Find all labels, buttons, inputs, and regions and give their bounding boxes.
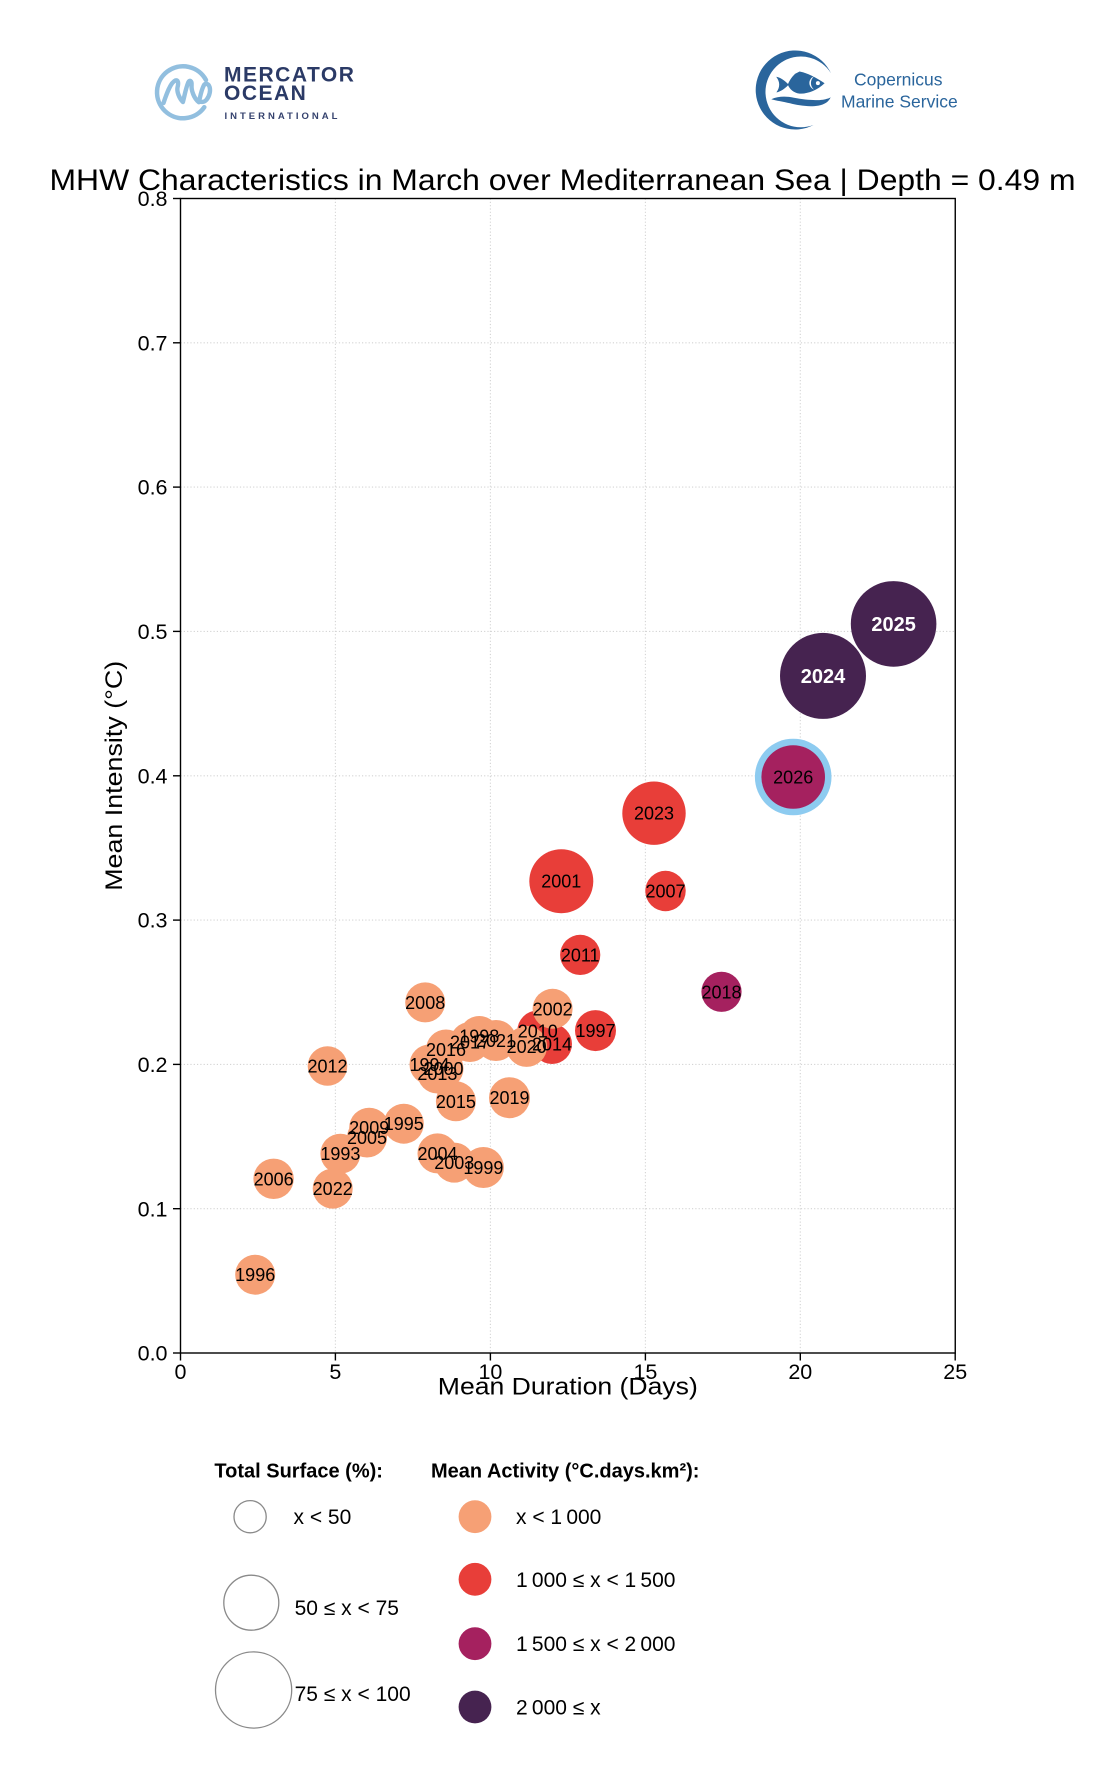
svg-text:Mean Activity (°C.days.km²):: Mean Activity (°C.days.km²):	[431, 1461, 699, 1483]
svg-text:2010: 2010	[518, 1022, 558, 1042]
svg-text:2 000 ≤ x: 2 000 ≤ x	[516, 1697, 601, 1720]
svg-text:2009: 2009	[349, 1118, 389, 1138]
svg-text:2007: 2007	[645, 882, 685, 902]
svg-text:0.8: 0.8	[138, 187, 168, 211]
svg-text:2019: 2019	[489, 1088, 529, 1108]
svg-text:1995: 1995	[384, 1114, 424, 1134]
svg-text:1999: 1999	[463, 1158, 503, 1178]
svg-text:1997: 1997	[575, 1021, 615, 1041]
svg-text:2001: 2001	[541, 872, 581, 892]
svg-text:50 ≤ x < 75: 50 ≤ x < 75	[295, 1597, 399, 1620]
svg-text:2000: 2000	[423, 1059, 463, 1079]
svg-text:1996: 1996	[235, 1265, 275, 1285]
svg-text:20: 20	[788, 1360, 812, 1384]
svg-text:2008: 2008	[405, 993, 445, 1013]
svg-text:2018: 2018	[701, 982, 741, 1002]
svg-text:10: 10	[478, 1360, 502, 1384]
svg-text:Mean Duration (Days): Mean Duration (Days)	[438, 1374, 698, 1401]
svg-text:5: 5	[329, 1360, 341, 1384]
svg-text:2025: 2025	[871, 614, 916, 636]
svg-text:0.5: 0.5	[138, 620, 168, 644]
svg-text:Copernicus: Copernicus	[854, 70, 943, 90]
svg-text:OCEAN: OCEAN	[224, 82, 307, 105]
svg-text:x < 50: x < 50	[294, 1506, 352, 1529]
svg-text:2022: 2022	[313, 1179, 353, 1199]
svg-text:15: 15	[633, 1360, 657, 1384]
svg-text:1993: 1993	[320, 1144, 360, 1164]
svg-text:2013: 2013	[417, 1064, 457, 1084]
svg-text:2014: 2014	[532, 1035, 572, 1055]
svg-text:0.4: 0.4	[138, 764, 168, 788]
svg-text:0.6: 0.6	[138, 476, 168, 500]
svg-text:2024: 2024	[801, 666, 846, 688]
svg-text:x < 1 000: x < 1 000	[516, 1506, 601, 1529]
svg-text:1994: 1994	[409, 1055, 449, 1075]
svg-text:2012: 2012	[307, 1057, 347, 1077]
svg-text:25: 25	[943, 1360, 967, 1384]
svg-text:0.1: 0.1	[138, 1197, 168, 1221]
svg-text:2020: 2020	[507, 1037, 547, 1057]
svg-text:Marine Service: Marine Service	[841, 92, 958, 112]
svg-text:1 000 ≤ x < 1 500: 1 000 ≤ x < 1 500	[516, 1569, 675, 1592]
svg-text:2016: 2016	[426, 1040, 466, 1060]
svg-text:2006: 2006	[254, 1169, 294, 1189]
svg-text:2003: 2003	[434, 1153, 474, 1173]
svg-text:2004: 2004	[417, 1144, 457, 1164]
svg-text:Total Surface (%):: Total Surface (%):	[214, 1461, 383, 1483]
svg-text:2005: 2005	[347, 1128, 387, 1148]
svg-text:1998: 1998	[459, 1027, 499, 1047]
svg-text:1 500 ≤ x < 2 000: 1 500 ≤ x < 2 000	[516, 1633, 675, 1656]
svg-text:75 ≤ x < 100: 75 ≤ x < 100	[295, 1683, 411, 1706]
svg-text:2017: 2017	[450, 1033, 490, 1053]
svg-text:MERCATOR: MERCATOR	[224, 64, 355, 87]
svg-text:2021: 2021	[476, 1031, 516, 1051]
svg-text:2011: 2011	[561, 945, 600, 965]
svg-text:2002: 2002	[533, 999, 573, 1019]
svg-text:INTERNATIONAL: INTERNATIONAL	[225, 111, 341, 122]
svg-text:0: 0	[175, 1360, 187, 1384]
svg-text:0.7: 0.7	[138, 331, 168, 355]
svg-text:2026: 2026	[773, 768, 813, 788]
svg-text:2023: 2023	[634, 804, 674, 824]
svg-text:Mean Intensity (°C): Mean Intensity (°C)	[101, 661, 128, 891]
svg-text:0.0: 0.0	[138, 1342, 168, 1366]
svg-text:2015: 2015	[436, 1092, 476, 1112]
svg-text:0.2: 0.2	[138, 1053, 168, 1077]
svg-text:0.3: 0.3	[138, 909, 168, 933]
svg-text:MHW Characteristics in March o: MHW Characteristics in March over Medite…	[50, 164, 1076, 197]
